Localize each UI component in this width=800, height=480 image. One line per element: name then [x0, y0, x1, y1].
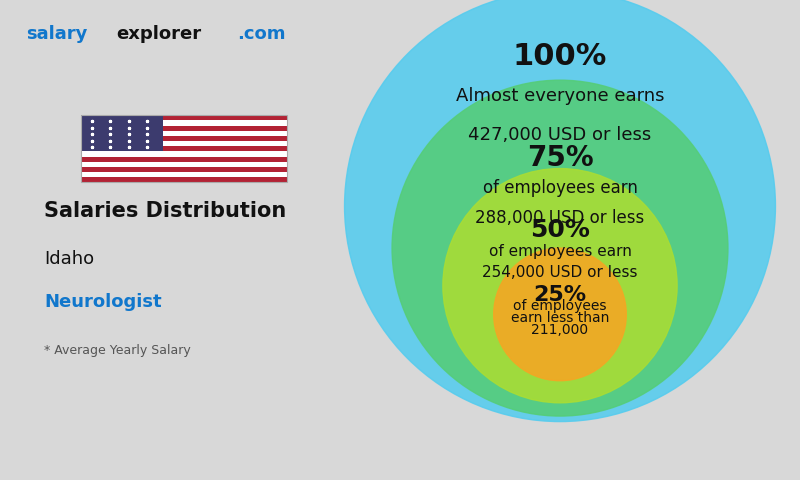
- Bar: [81, 115, 163, 151]
- Text: 211,000: 211,000: [531, 324, 589, 337]
- Bar: [81, 162, 287, 167]
- Bar: [81, 131, 287, 136]
- Bar: [81, 177, 287, 182]
- Text: Almost everyone earns: Almost everyone earns: [456, 87, 664, 105]
- Bar: [81, 136, 287, 141]
- Circle shape: [345, 0, 775, 421]
- Text: 75%: 75%: [526, 144, 594, 171]
- Text: salary: salary: [26, 24, 87, 43]
- Bar: [81, 141, 287, 146]
- Text: .com: .com: [238, 24, 286, 43]
- Bar: [81, 167, 287, 172]
- Text: * Average Yearly Salary: * Average Yearly Salary: [44, 344, 191, 357]
- Circle shape: [443, 168, 677, 403]
- Text: 50%: 50%: [530, 218, 590, 242]
- Bar: [81, 126, 287, 131]
- Text: earn less than: earn less than: [511, 312, 609, 325]
- Bar: [81, 172, 287, 177]
- Bar: [81, 146, 287, 151]
- Text: Salaries Distribution: Salaries Distribution: [44, 201, 286, 221]
- Circle shape: [392, 80, 728, 416]
- Bar: [81, 115, 287, 120]
- Text: 25%: 25%: [534, 285, 586, 304]
- Bar: [81, 151, 287, 156]
- Bar: [81, 115, 287, 182]
- Text: 100%: 100%: [513, 42, 607, 72]
- Text: of employees: of employees: [514, 300, 606, 313]
- Text: of employees earn: of employees earn: [489, 244, 631, 259]
- Bar: [81, 156, 287, 162]
- Text: of employees earn: of employees earn: [482, 179, 638, 197]
- Bar: [81, 120, 287, 126]
- Text: explorer: explorer: [116, 24, 201, 43]
- Text: Idaho: Idaho: [44, 250, 94, 268]
- Bar: [81, 115, 287, 182]
- Text: 427,000 USD or less: 427,000 USD or less: [468, 126, 652, 144]
- Text: Neurologist: Neurologist: [44, 293, 162, 312]
- Circle shape: [494, 248, 626, 381]
- Text: 254,000 USD or less: 254,000 USD or less: [482, 265, 638, 280]
- Text: 288,000 USD or less: 288,000 USD or less: [475, 209, 645, 227]
